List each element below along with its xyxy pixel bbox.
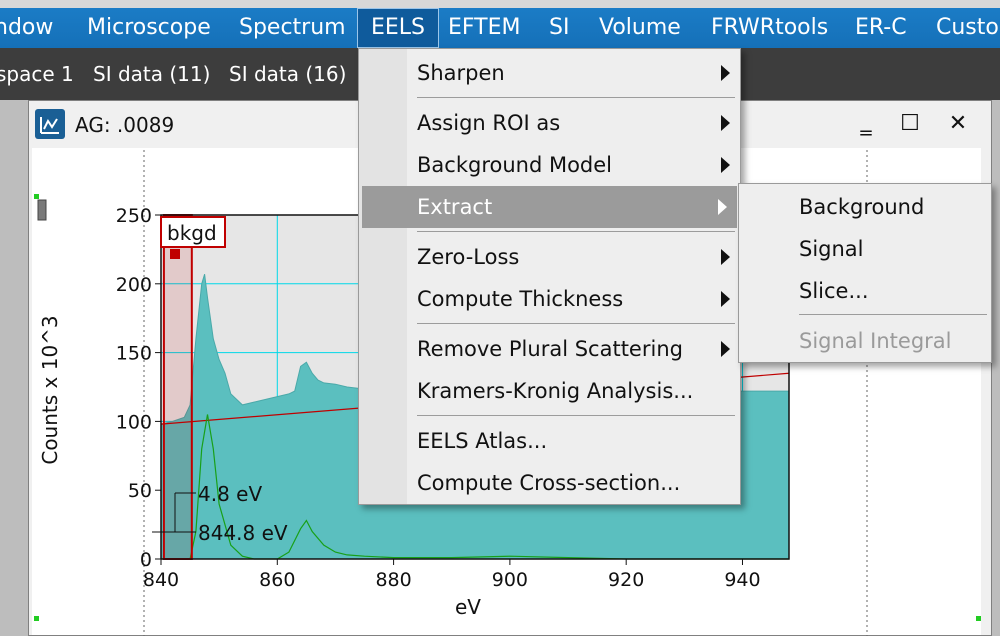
menu-item-label: Compute Thickness — [417, 287, 624, 311]
x-tick-label: 860 — [259, 569, 295, 591]
y-tick-label: 200 — [116, 274, 152, 296]
menu-erc[interactable]: ER-C — [855, 15, 907, 40]
y-axis-label: Counts x 10^3 — [38, 315, 62, 464]
submenu-arrow-icon — [721, 115, 730, 131]
roi-handle[interactable] — [170, 249, 180, 259]
spectrum-doc-icon — [35, 109, 65, 139]
position-readout: 844.8 eV — [198, 521, 288, 545]
menu-item-background-model[interactable]: Background Model — [359, 144, 740, 186]
submenu-arrow-icon — [721, 249, 730, 265]
menu-eels[interactable]: EELS — [357, 8, 440, 48]
maximize-button[interactable]: ☐ — [900, 111, 920, 136]
y-tick-label: 50 — [128, 480, 152, 502]
menu-item-label: EELS Atlas... — [417, 429, 548, 453]
roi-rectangle — [162, 214, 193, 560]
submenu-item-background[interactable]: Background — [739, 186, 991, 228]
x-tick-label: 840 — [143, 569, 179, 591]
menu-item-label: Signal Integral — [799, 329, 952, 353]
menu-separator — [799, 314, 987, 315]
menu-microscope[interactable]: Microscope — [87, 15, 211, 40]
y-tick-label: 250 — [116, 205, 152, 227]
roi-label-box[interactable] — [160, 216, 226, 248]
menu-item-label: Signal — [799, 237, 864, 261]
menu-item-label: Background Model — [417, 153, 613, 177]
y-tick-label: 100 — [116, 411, 152, 433]
tab-si-data-11[interactable]: SI data (11) — [93, 62, 211, 86]
submenu-arrow-icon — [721, 65, 730, 81]
submenu-arrow-icon — [721, 291, 730, 307]
tab-si-data-16[interactable]: SI data (16) — [229, 62, 347, 86]
menu-si[interactable]: SI — [549, 15, 570, 40]
y-tick-label: 0 — [140, 549, 152, 571]
submenu-item-slice[interactable]: Slice... — [739, 270, 991, 312]
menu-item-eels-atlas[interactable]: EELS Atlas... — [359, 420, 740, 462]
menu-separator — [417, 323, 735, 324]
menu-item-label: Assign ROI as — [417, 111, 561, 135]
menu-item-compute-cross-section[interactable]: Compute Cross-section... — [359, 462, 740, 504]
menu-volume[interactable]: Volume — [599, 15, 681, 40]
menu-item-label: Extract — [417, 195, 493, 219]
x-tick-label: 900 — [492, 569, 528, 591]
submenu-item-signal[interactable]: Signal — [739, 228, 991, 270]
extract-submenu: Background Signal Slice... Signal Integr… — [738, 183, 992, 363]
x-tick-label: 920 — [608, 569, 644, 591]
menu-gutter — [359, 49, 407, 504]
corner-handle-icon[interactable] — [34, 616, 39, 621]
roi-label: bkgd — [167, 221, 217, 245]
x-tick-label: 880 — [375, 569, 411, 591]
menu-item-remove-plural-scattering[interactable]: Remove Plural Scattering — [359, 328, 740, 370]
eels-menu: Sharpen Assign ROI as Background Model E… — [358, 48, 741, 505]
menu-item-label: Background — [799, 195, 925, 219]
menu-item-label: Compute Cross-section... — [417, 471, 681, 495]
menu-item-compute-thickness[interactable]: Compute Thickness — [359, 278, 740, 320]
menu-item-assign-roi[interactable]: Assign ROI as — [359, 102, 740, 144]
menu-separator — [417, 415, 735, 416]
y-tick-label: 150 — [116, 343, 152, 365]
menu-window[interactable]: ndow — [0, 15, 54, 40]
menu-custom[interactable]: Custo — [936, 15, 999, 40]
menu-item-label: Sharpen — [417, 61, 505, 85]
minimize-button[interactable]: ‗ — [860, 111, 872, 136]
menu-item-label: Zero-Loss — [417, 245, 520, 269]
scroll-handle[interactable] — [37, 199, 47, 221]
menu-item-extract[interactable]: Extract — [362, 186, 737, 228]
window-title: AG: .0089 — [75, 113, 175, 137]
menu-spectrum[interactable]: Spectrum — [239, 15, 346, 40]
menu-item-label: Slice... — [799, 279, 869, 303]
menu-item-label: Kramers-Kronig Analysis... — [417, 379, 694, 403]
menu-item-sharpen[interactable]: Sharpen — [359, 52, 740, 94]
corner-handle-icon[interactable] — [976, 616, 981, 621]
submenu-arrow-icon — [721, 157, 730, 173]
menu-item-zero-loss[interactable]: Zero-Loss — [359, 236, 740, 278]
corner-handle-icon[interactable] — [34, 194, 39, 199]
menu-separator — [417, 231, 735, 232]
submenu-arrow-icon — [718, 199, 727, 215]
submenu-item-signal-integral: Signal Integral — [739, 320, 991, 362]
menu-eftem[interactable]: EFTEM — [448, 15, 521, 40]
signal-series — [161, 414, 789, 560]
menu-frwrtools[interactable]: FRWRtools — [711, 15, 829, 40]
width-readout: 4.8 eV — [198, 482, 262, 506]
close-button[interactable]: ✕ — [948, 111, 968, 136]
menu-separator — [417, 97, 735, 98]
x-tick-label: 940 — [724, 569, 760, 591]
menu-item-kramers-kronig[interactable]: Kramers-Kronig Analysis... — [359, 370, 740, 412]
tab-workspace-1[interactable]: space 1 — [0, 62, 74, 86]
menu-bar: ndow Microscope Spectrum EELS EFTEM SI V… — [0, 0, 1000, 48]
menu-item-label: Remove Plural Scattering — [417, 337, 683, 361]
x-axis-label: eV — [455, 595, 481, 619]
submenu-arrow-icon — [721, 341, 730, 357]
